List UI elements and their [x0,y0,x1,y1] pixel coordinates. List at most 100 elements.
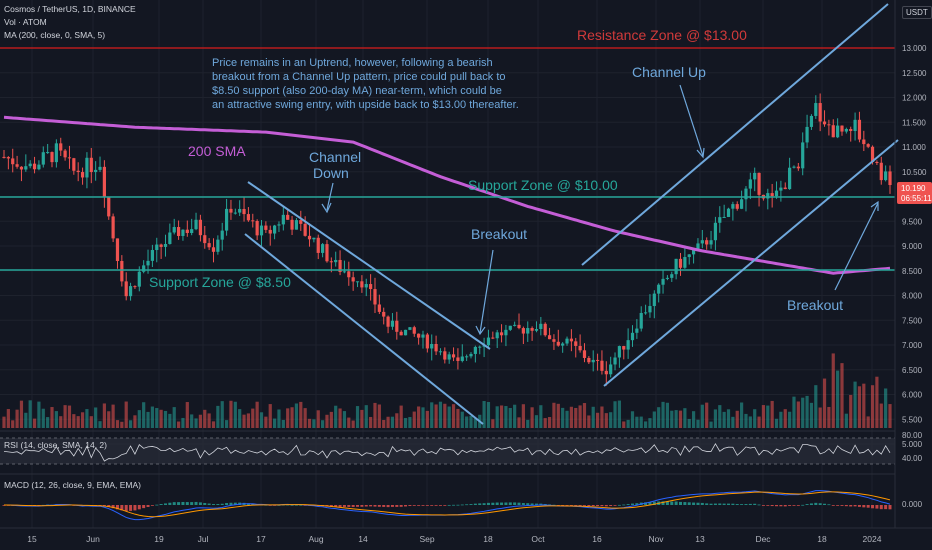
macd-hist-bar [831,505,835,506]
macd-hist-bar [670,501,674,505]
candle-body [617,346,621,358]
candle-body [395,320,399,332]
candle-body [718,217,722,223]
candle-body [508,325,512,330]
candle-body [849,128,853,132]
volume-bar [307,418,312,428]
volume-bar [19,400,24,428]
macd-hist-bar [617,504,621,506]
volume-bar [753,409,757,428]
volume-bar [216,405,220,428]
candle-body [713,222,718,241]
volume-bar [504,406,508,428]
volume-bar [238,409,242,428]
price-axis[interactable]: 13.00012.50012.00011.50011.00010.50010.0… [902,44,927,449]
price-tick: 11.000 [902,143,926,152]
volume-bar [76,416,80,428]
volume-bar [731,416,735,428]
price-tick: 11.500 [902,118,926,127]
candle-body [146,260,150,266]
volume-bar [495,406,499,428]
macd-hist-bar [569,505,573,506]
volume-bar [355,406,360,428]
candle-body [543,323,547,336]
macd-hist-bar [399,505,403,507]
candle-body [643,312,648,314]
macd-hist-bar [329,505,333,507]
candle-body [530,328,534,331]
macd-hist-bar [190,502,194,505]
volume-bar [142,402,146,428]
candle-body [547,335,552,340]
candle-body [46,152,50,154]
candle-body [578,345,582,351]
candle-body [661,278,665,285]
volume-bar [639,416,643,428]
volume-bar [412,411,416,428]
volume-bar [369,416,373,428]
time-axis[interactable]: 15 Jun 19 Jul 17 Aug 14 Sep 18 Oct 16 Nov 13 Dec 18 202… [27,534,881,544]
price-tick: 7.000 [902,341,923,350]
macd-hist-bar [735,504,739,505]
candle-body [766,193,770,199]
macd-hist-bar [417,505,421,506]
volume-bar [674,410,678,428]
macd-hist-bar [142,505,146,509]
candle-body [255,220,259,236]
ma-legend[interactable]: MA (200, close, 0, SMA, 5) [4,30,106,40]
time-tick: 18 [817,534,827,544]
volume-bar [198,414,203,428]
candle-body [626,340,630,350]
candle-body [735,204,739,209]
candle-body [827,124,831,126]
price-tick: 12.500 [902,69,927,78]
macd-hist-bar [753,503,757,505]
candle-body [115,238,120,262]
volume-bar [172,407,176,428]
price-tick: 6.500 [902,366,923,375]
macd-hist-bar [604,505,608,507]
macd-hist-bar [530,503,534,505]
volume-bar [657,407,661,428]
macd-hist-bar [124,505,128,512]
currency-button[interactable]: USDT [902,6,932,19]
macd-hist-bar [679,501,683,505]
candle-body [32,163,37,170]
candle-body [203,235,207,244]
volume-bar [465,416,469,428]
macd-hist-bar [233,502,237,505]
volume-bar [783,409,787,428]
volume-legend[interactable]: Vol · ATOM [4,17,47,27]
volume-bar [451,404,456,428]
candle-body [246,214,251,221]
rsi-legend[interactable]: RSI (14, close, SMA, 14, 2) [4,440,107,450]
macd-hist-bar [159,503,163,505]
volume-bar [102,403,106,428]
volume-bar [665,402,670,428]
commentary-line: breakout from a Channel Up pattern, pric… [212,71,506,83]
volume-bar [595,412,600,428]
volume-bar [582,403,587,428]
candle-body [63,150,67,158]
candle-body [814,103,818,116]
macd-hist-bar [211,504,215,505]
volume-bar [447,406,451,428]
candle-body [796,166,800,169]
candle-body [369,284,373,290]
macd-hist-bar [661,501,665,505]
volume-bar [224,420,229,428]
macd-hist-bar [408,505,412,506]
macd-hist-bar [574,505,578,506]
volume-bar [37,401,41,428]
candle-body [342,271,347,273]
candle-body [137,271,141,287]
candle-body [325,244,329,262]
macd-legend[interactable]: MACD (12, 26, close, 9, EMA, EMA) [4,480,141,490]
macd-hist-bar [386,505,390,508]
candle-body [176,227,181,236]
volume-bar [609,412,613,428]
channel-down-arrow [326,182,334,211]
candle-body [277,224,281,226]
macd-hist-bar [801,504,805,506]
symbol-title[interactable]: Cosmos / TetherUS, 1D, BINANCE [4,4,136,14]
